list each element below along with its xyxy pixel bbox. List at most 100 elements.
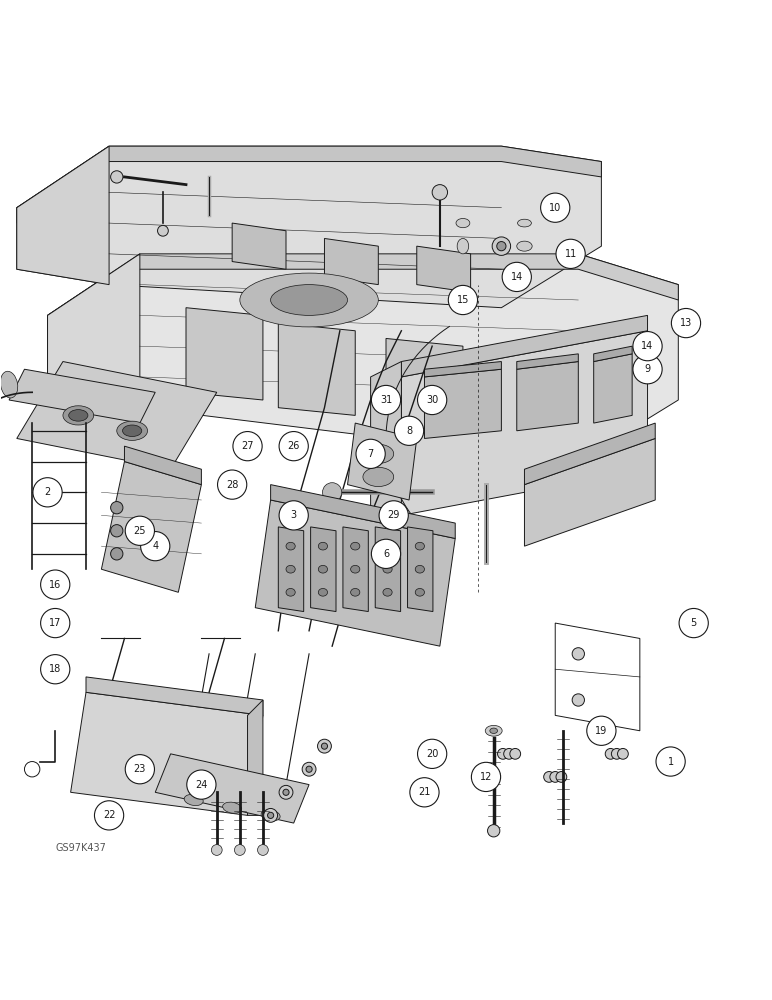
Circle shape <box>141 532 170 561</box>
Text: GS97K437: GS97K437 <box>56 843 106 853</box>
Text: 2: 2 <box>45 487 51 497</box>
Text: 26: 26 <box>287 441 300 451</box>
Circle shape <box>543 772 554 782</box>
Polygon shape <box>425 362 501 377</box>
Text: 21: 21 <box>418 787 431 797</box>
Circle shape <box>321 743 327 749</box>
Ellipse shape <box>350 542 360 550</box>
Polygon shape <box>371 362 401 531</box>
Circle shape <box>218 470 247 499</box>
Polygon shape <box>17 146 601 223</box>
Circle shape <box>510 748 520 759</box>
Polygon shape <box>271 485 455 538</box>
Ellipse shape <box>363 467 394 487</box>
Ellipse shape <box>456 218 470 228</box>
Text: 29: 29 <box>388 510 400 520</box>
Circle shape <box>556 772 567 782</box>
Text: 3: 3 <box>290 510 296 520</box>
Circle shape <box>187 770 216 799</box>
Polygon shape <box>155 754 309 823</box>
Circle shape <box>432 185 448 200</box>
Polygon shape <box>70 692 263 815</box>
Text: 17: 17 <box>49 618 62 628</box>
Circle shape <box>125 755 154 784</box>
Text: 7: 7 <box>367 449 374 459</box>
Circle shape <box>497 748 508 759</box>
Polygon shape <box>17 146 109 285</box>
Ellipse shape <box>286 588 295 596</box>
Circle shape <box>572 694 584 706</box>
Circle shape <box>679 608 708 638</box>
Text: 12: 12 <box>480 772 493 782</box>
Circle shape <box>233 432 262 461</box>
Circle shape <box>418 385 447 415</box>
Polygon shape <box>386 338 463 431</box>
Ellipse shape <box>261 810 280 821</box>
Ellipse shape <box>363 444 394 463</box>
Polygon shape <box>324 238 378 285</box>
Polygon shape <box>516 362 578 431</box>
Ellipse shape <box>383 588 392 596</box>
Ellipse shape <box>415 542 425 550</box>
Text: 31: 31 <box>380 395 392 405</box>
Polygon shape <box>17 146 601 308</box>
Circle shape <box>503 748 514 759</box>
Circle shape <box>125 516 154 545</box>
Ellipse shape <box>516 241 532 251</box>
Text: 27: 27 <box>242 441 254 451</box>
Polygon shape <box>48 254 140 408</box>
Polygon shape <box>594 354 632 423</box>
Ellipse shape <box>350 588 360 596</box>
Circle shape <box>656 747 686 776</box>
Circle shape <box>379 501 408 530</box>
Text: 14: 14 <box>510 272 523 282</box>
Ellipse shape <box>490 728 497 733</box>
Circle shape <box>493 237 510 255</box>
Circle shape <box>41 608 69 638</box>
Ellipse shape <box>318 588 327 596</box>
Circle shape <box>110 171 123 183</box>
Ellipse shape <box>69 410 88 421</box>
Text: 9: 9 <box>645 364 651 374</box>
Ellipse shape <box>350 565 360 573</box>
Circle shape <box>394 416 424 445</box>
Circle shape <box>356 439 385 468</box>
Ellipse shape <box>415 588 425 596</box>
Polygon shape <box>256 500 455 646</box>
Text: 8: 8 <box>406 426 412 436</box>
Polygon shape <box>48 254 679 462</box>
Polygon shape <box>101 462 201 592</box>
Polygon shape <box>524 423 655 485</box>
Ellipse shape <box>323 483 342 502</box>
Text: 5: 5 <box>691 618 697 628</box>
Text: 14: 14 <box>642 341 654 351</box>
Ellipse shape <box>286 542 295 550</box>
Text: 18: 18 <box>49 664 61 674</box>
Polygon shape <box>347 423 417 500</box>
Ellipse shape <box>318 542 327 550</box>
Circle shape <box>279 432 308 461</box>
Circle shape <box>33 478 63 507</box>
Circle shape <box>279 501 308 530</box>
Text: 28: 28 <box>226 480 239 490</box>
Circle shape <box>94 801 124 830</box>
Polygon shape <box>401 331 648 515</box>
Polygon shape <box>9 369 155 423</box>
Ellipse shape <box>486 725 502 736</box>
Polygon shape <box>279 527 303 612</box>
Ellipse shape <box>271 285 347 315</box>
Polygon shape <box>375 527 401 612</box>
Circle shape <box>264 808 278 822</box>
Text: 6: 6 <box>383 549 389 559</box>
Circle shape <box>258 845 269 855</box>
Circle shape <box>488 825 499 837</box>
Ellipse shape <box>383 542 392 550</box>
Circle shape <box>572 648 584 660</box>
Circle shape <box>472 762 500 792</box>
Polygon shape <box>86 677 263 715</box>
Circle shape <box>110 525 123 537</box>
Circle shape <box>449 285 478 315</box>
Circle shape <box>556 239 585 268</box>
Polygon shape <box>232 223 286 269</box>
Text: 24: 24 <box>195 780 208 790</box>
